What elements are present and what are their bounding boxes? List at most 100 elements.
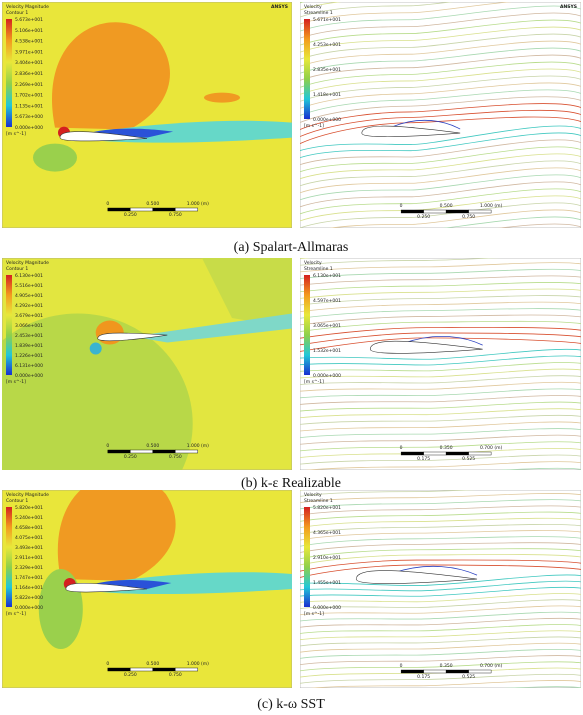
streamline	[300, 54, 581, 81]
legend-unit: [m s^-1]	[304, 379, 324, 385]
scale-bar-segment	[445, 669, 469, 674]
legend-value: 2.836e+001	[15, 71, 43, 77]
scale-bar-segment	[130, 667, 154, 672]
legend-value: 2.835e+001	[313, 67, 341, 73]
streamline	[300, 68, 581, 95]
legend-value: 0.000e+000	[15, 125, 43, 131]
scale-label: 0.500	[146, 661, 159, 667]
legend-value: 4.597e+001	[313, 298, 341, 304]
streamline	[300, 103, 581, 130]
airfoil	[65, 582, 148, 593]
legend-value: 1.747e+001	[15, 575, 43, 581]
legend-title: Velocity	[304, 492, 322, 498]
airfoil	[97, 332, 168, 342]
scale-bar-segment	[152, 449, 176, 454]
streamline	[300, 536, 581, 547]
streamline	[300, 499, 581, 510]
streamline	[300, 258, 501, 266]
streamline	[300, 524, 581, 535]
legend-unit: [m s^-1]	[304, 123, 324, 129]
legend-value: 3.971e+001	[15, 49, 43, 55]
scale-bar-segment	[445, 451, 469, 456]
legend-value: 4.253e+001	[313, 42, 341, 48]
orange-patch	[204, 92, 240, 103]
streamline	[300, 586, 581, 597]
streamline	[300, 655, 581, 666]
scale-bar-segment	[152, 667, 176, 672]
scale-label: 0	[400, 203, 403, 209]
scale-label: 0	[400, 663, 403, 669]
streamline	[300, 475, 581, 484]
legend-value: 1.702e+001	[15, 93, 43, 99]
legend-value: 3.404e+001	[15, 60, 43, 66]
streamline	[300, 388, 581, 399]
legend-value: 2.453e+001	[15, 333, 43, 339]
legend-unit: [m s^-1]	[6, 131, 26, 137]
stagnation	[89, 342, 102, 355]
streamline	[300, 160, 581, 187]
airfoil	[355, 570, 478, 584]
streamline	[300, 490, 305, 491]
scale-label: 0.525	[462, 674, 475, 680]
streamline	[300, 295, 581, 306]
streamline	[300, 401, 581, 412]
legend-value: 1.839e+001	[15, 343, 43, 349]
streamline	[328, 209, 581, 228]
streamline	[300, 511, 581, 522]
streamline	[300, 381, 581, 392]
streamline	[300, 421, 581, 432]
scale-label: 0.700 (m)	[480, 663, 502, 669]
upper-region	[202, 258, 292, 328]
streamline	[300, 146, 581, 173]
streamline	[303, 461, 581, 470]
streamline	[300, 574, 581, 586]
scale-bar-segment	[400, 209, 424, 214]
scale-label: 0.750	[462, 214, 475, 220]
scale-label: 1.000 (m)	[187, 443, 209, 449]
legend-colorbar	[6, 275, 12, 375]
streamline	[300, 624, 581, 634]
legend-subtitle: Streamline 1	[304, 266, 333, 272]
legend-value: 1.164e+001	[15, 585, 43, 591]
scale-label: 1.000 (m)	[480, 203, 502, 209]
legend-value: 0.000e+000	[15, 605, 43, 611]
caption: (c) k-ω SST	[257, 697, 325, 712]
scale-bar-segment	[423, 451, 447, 456]
streamline	[300, 564, 581, 578]
legend-value: 0.000e+000	[313, 373, 341, 379]
scale-label: 0	[400, 445, 403, 451]
separation	[94, 580, 172, 589]
scale-label: 0.750	[169, 672, 182, 678]
streamline	[300, 96, 581, 123]
streamline	[300, 428, 581, 438]
legend-colorbar	[304, 275, 310, 375]
streamline	[300, 414, 581, 425]
streamline	[300, 554, 581, 566]
streamline	[300, 375, 581, 385]
streamline	[300, 355, 581, 366]
scale-bar-segment	[468, 209, 492, 214]
streamline	[300, 40, 581, 67]
legend-value: 4.905e+001	[15, 293, 43, 299]
scale-bar-segment	[107, 207, 131, 212]
legend-value: 5.822e+000	[15, 595, 43, 601]
streamline	[300, 153, 581, 180]
streamline	[300, 605, 581, 616]
legend-value: 5.673e+001	[15, 17, 43, 23]
legend-value: 2.910e+001	[313, 555, 341, 561]
streamline	[300, 82, 581, 109]
scale-label: 0.500	[146, 201, 159, 207]
streamline-background	[300, 2, 581, 228]
streamline	[300, 202, 581, 228]
scale-bar-segment	[130, 449, 154, 454]
streamline	[300, 75, 581, 102]
streamline	[300, 33, 581, 60]
streamline	[300, 26, 581, 53]
legend-value: 2.329e+001	[15, 565, 43, 571]
scale-bar-segment	[107, 667, 131, 672]
logo: ANSYS	[271, 4, 288, 10]
scale-label: 1.000 (m)	[187, 661, 209, 667]
streamline	[300, 408, 581, 419]
